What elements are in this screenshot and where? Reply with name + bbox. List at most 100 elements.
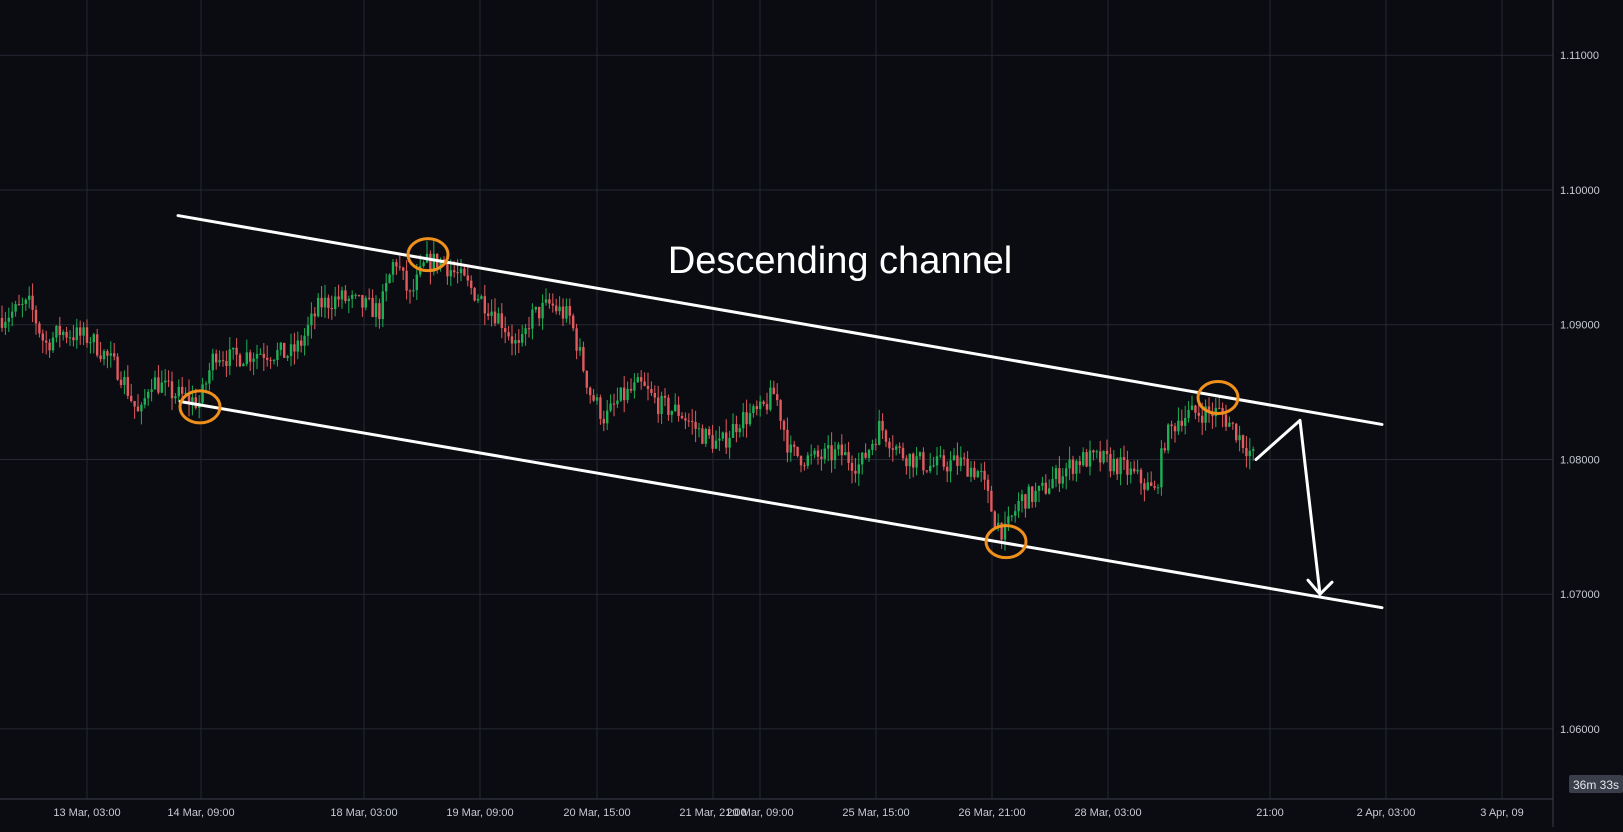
- candle-body: [908, 453, 911, 467]
- candle-body: [691, 421, 694, 423]
- touch-point-marker[interactable]: [178, 389, 222, 425]
- candle-body: [357, 294, 361, 296]
- candle-body: [402, 267, 405, 271]
- candle-body: [541, 302, 544, 319]
- upper-channel-line[interactable]: [176, 214, 1384, 426]
- candle-body: [487, 313, 490, 316]
- countdown-badge: 36m 33s: [1569, 775, 1623, 793]
- candle-body: [514, 340, 517, 344]
- candle-body: [990, 490, 993, 512]
- time-tick-label: 20 Mar, 15:00: [563, 807, 630, 819]
- candle-body: [1160, 448, 1163, 488]
- candle-body: [245, 352, 248, 364]
- candle-body: [1031, 486, 1034, 502]
- candle-body: [1078, 461, 1081, 466]
- candle-body: [952, 455, 956, 461]
- candle-body: [408, 290, 412, 292]
- candle-body: [1068, 459, 1071, 469]
- candle-body: [762, 401, 765, 404]
- candle-body: [1112, 458, 1115, 472]
- projection-path[interactable]: [1254, 418, 1322, 596]
- candle-body: [232, 347, 235, 350]
- candle-body: [942, 455, 945, 467]
- lower-channel-line[interactable]: [178, 400, 1384, 610]
- candle-body: [218, 360, 221, 363]
- projection-arrowhead: [1306, 578, 1334, 596]
- candle-body: [680, 416, 684, 419]
- candle-body: [327, 297, 330, 308]
- candle-body: [160, 382, 163, 393]
- candle-body: [1048, 488, 1051, 494]
- candle-body: [320, 297, 323, 308]
- time-axis[interactable]: 13 Mar, 03:00 14 Mar, 09:00 18 Mar, 03:00 1…: [53, 807, 1523, 819]
- candle-body: [422, 262, 425, 267]
- candle-body: [412, 290, 415, 292]
- candle-body: [769, 387, 772, 410]
- candle-body: [1146, 482, 1149, 490]
- candle-body: [65, 331, 68, 338]
- touch-point-marker[interactable]: [1196, 379, 1240, 415]
- candle-body: [1061, 476, 1064, 484]
- candle-body: [55, 325, 58, 338]
- candle-body: [980, 470, 983, 472]
- candle-body: [344, 290, 347, 302]
- candle-body: [153, 377, 157, 390]
- candle-body: [368, 297, 371, 299]
- candle-body: [1252, 449, 1255, 451]
- candle-body: [463, 268, 466, 276]
- candle-body: [1082, 452, 1085, 466]
- candle-body: [228, 349, 231, 366]
- candle-body: [538, 306, 541, 319]
- candle-body: [895, 446, 898, 450]
- candle-body: [867, 449, 871, 458]
- candle-body: [922, 452, 925, 471]
- time-tick-label: 25 Mar, 15:00: [842, 807, 909, 819]
- candle-body: [119, 379, 123, 385]
- candle-body: [582, 346, 585, 371]
- candle-body: [874, 443, 877, 445]
- candle-body: [1133, 468, 1136, 472]
- candle-body: [619, 387, 622, 401]
- annotation-text: Descending channel: [668, 240, 1012, 282]
- candle-body: [371, 297, 374, 318]
- candle-body: [891, 448, 894, 450]
- candle-body: [1248, 450, 1251, 457]
- price-tick-label: 1.07000: [1560, 589, 1600, 601]
- candle-body: [755, 406, 758, 410]
- candle-body: [697, 428, 701, 430]
- candle-body: [361, 295, 364, 308]
- touch-point-marker[interactable]: [984, 524, 1028, 560]
- candle-body: [799, 456, 803, 466]
- candle-body: [602, 418, 605, 424]
- candle-body: [133, 401, 136, 407]
- candle-body: [0, 317, 4, 328]
- candle-body: [306, 325, 310, 336]
- candle-body: [289, 344, 293, 357]
- touch-point-marker[interactable]: [406, 237, 450, 273]
- candle-body: [786, 429, 789, 453]
- price-axis[interactable]: 1.06000 1.07000 1.08000 1.09000 1.10000 1.110…: [1560, 50, 1600, 736]
- candle-body: [813, 450, 816, 455]
- candle-body: [313, 313, 316, 317]
- candle-body: [765, 403, 769, 410]
- price-tick-label: 1.11000: [1560, 50, 1599, 62]
- time-tick-label: 18 Mar, 03:00: [330, 807, 397, 819]
- candle-body: [646, 385, 650, 389]
- candle-body: [194, 397, 197, 408]
- candle-body: [1177, 420, 1180, 432]
- candle-body: [330, 307, 333, 310]
- candle-body: [789, 444, 792, 453]
- candle-body: [912, 453, 915, 468]
- candle-body: [558, 306, 561, 312]
- candle-body: [1034, 490, 1037, 502]
- candle-body: [31, 295, 34, 310]
- candle-body: [504, 328, 507, 333]
- candle-body: [130, 395, 133, 402]
- candle-body: [204, 383, 208, 385]
- candle-body: [1003, 523, 1007, 540]
- candle-body: [816, 450, 820, 457]
- candle-body: [89, 342, 92, 344]
- candle-body: [806, 455, 809, 466]
